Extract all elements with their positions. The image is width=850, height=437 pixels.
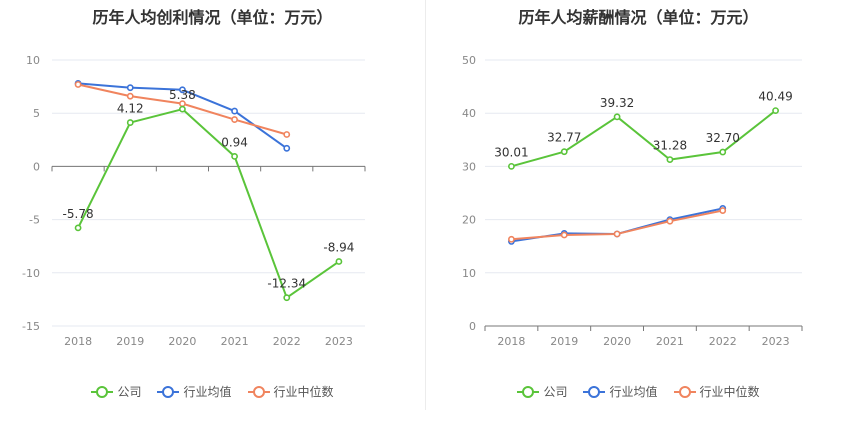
x-tick-label: 2018 (497, 335, 525, 348)
x-tick-label: 2021 (221, 335, 249, 348)
y-tick-label: 40 (462, 107, 476, 120)
y-tick-label: -10 (22, 267, 40, 280)
data-point (126, 119, 134, 126)
x-tick-label: 2019 (550, 335, 578, 348)
data-label: 0.94 (221, 135, 248, 149)
x-tick-label: 2022 (709, 335, 737, 348)
data-label: 32.70 (706, 131, 740, 145)
data-point (231, 116, 238, 123)
legend-swatch-icon (247, 385, 270, 398)
y-tick-label: 10 (26, 54, 40, 67)
y-tick-label: 30 (462, 160, 476, 173)
legend-item[interactable]: 行业均值 (583, 383, 658, 400)
series-line (511, 109, 777, 168)
series-line (77, 108, 340, 299)
data-label: 32.77 (547, 131, 581, 145)
x-tick-label: 2022 (273, 335, 301, 348)
data-label: 40.49 (758, 90, 792, 104)
legend-label: 行业均值 (609, 385, 658, 399)
legend-item[interactable]: 行业均值 (157, 383, 232, 400)
data-point (508, 162, 515, 170)
salary-chart-legend: 公司 行业均值 行业中位数 (426, 383, 850, 400)
legend-label: 公司 (543, 385, 568, 399)
legend-swatch-icon (91, 385, 114, 398)
y-tick-label: 10 (462, 267, 476, 280)
x-tick-label: 2018 (64, 335, 92, 348)
data-point (508, 235, 515, 243)
data-point (666, 217, 674, 225)
data-point (74, 81, 82, 88)
profit-chart-title: 历年人均创利情况（单位：万元） (92, 8, 333, 27)
data-point (283, 294, 291, 302)
data-label: 31.28 (653, 139, 687, 153)
data-point (560, 231, 568, 239)
y-tick-label: 0 (469, 320, 476, 333)
legend-swatch-icon (583, 385, 606, 398)
data-label: -5.78 (63, 207, 94, 221)
legend-item[interactable]: 公司 (91, 383, 141, 400)
x-tick-label: 2021 (656, 335, 684, 348)
data-point (613, 230, 621, 238)
data-label: -12.34 (267, 277, 306, 291)
x-tick-label: 2020 (603, 335, 631, 348)
data-point (613, 113, 621, 121)
data-point (179, 86, 186, 94)
legend-label: 行业中位数 (273, 385, 334, 399)
x-tick-label: 2019 (116, 335, 144, 348)
legend-label: 公司 (117, 385, 142, 399)
data-point (560, 148, 568, 156)
salary-chart-panel: 历年人均薪酬情况（单位：万元） 0 10 20 30 40 50 2018 2019 2020 2… (426, 0, 850, 437)
salary-chart-title: 历年人均薪酬情况（单位：万元） (518, 8, 759, 27)
legend-swatch-icon (673, 385, 696, 398)
y-tick-label: 5 (33, 107, 40, 120)
data-label: 39.32 (600, 96, 634, 110)
legend-label: 行业中位数 (699, 385, 760, 399)
data-label: 30.01 (494, 145, 528, 159)
data-point (231, 107, 238, 115)
legend-swatch-icon (157, 385, 180, 398)
data-point (719, 148, 727, 156)
legend-item[interactable]: 行业中位数 (247, 383, 334, 400)
y-tick-label: 20 (462, 214, 476, 227)
data-point (719, 207, 727, 214)
salary-chart-plot: 0 10 20 30 40 50 2018 2019 2020 2021 2022 2023 30.01… (462, 54, 803, 348)
y-tick-label: -15 (22, 320, 40, 333)
data-point (126, 92, 134, 100)
data-label: -8.94 (323, 241, 354, 255)
legend-label: 行业均值 (183, 385, 232, 399)
x-tick-label: 2020 (168, 335, 196, 348)
y-tick-label: 0 (33, 160, 40, 173)
data-label: 4.12 (117, 102, 144, 116)
y-tick-label: 50 (462, 54, 476, 67)
profit-chart-legend: 公司 行业均值 行业中位数 (0, 383, 425, 400)
data-point (74, 224, 82, 232)
x-tick-label: 2023 (762, 335, 790, 348)
data-point (126, 84, 134, 92)
data-point (283, 131, 291, 138)
data-point (231, 152, 238, 160)
legend-item[interactable]: 行业中位数 (673, 383, 760, 400)
data-label: 5.38 (169, 88, 196, 102)
panel-divider (425, 0, 426, 410)
data-point (335, 258, 343, 265)
legend-item[interactable]: 公司 (517, 383, 567, 400)
legend-swatch-icon (517, 385, 540, 398)
profit-chart-plot: -15 -10 -5 0 5 10 2018 2019 2020 2021 2022 2023 -5.7… (22, 54, 366, 348)
x-tick-label: 2023 (325, 335, 353, 348)
data-point (666, 156, 674, 163)
data-point (772, 107, 779, 114)
y-tick-label: -5 (29, 214, 40, 227)
data-point (283, 144, 291, 152)
profit-chart-panel: 历年人均创利情况（单位：万元） -15 -10 -5 0 5 10 2018 2019 2020… (0, 8, 425, 400)
data-point (179, 105, 186, 113)
